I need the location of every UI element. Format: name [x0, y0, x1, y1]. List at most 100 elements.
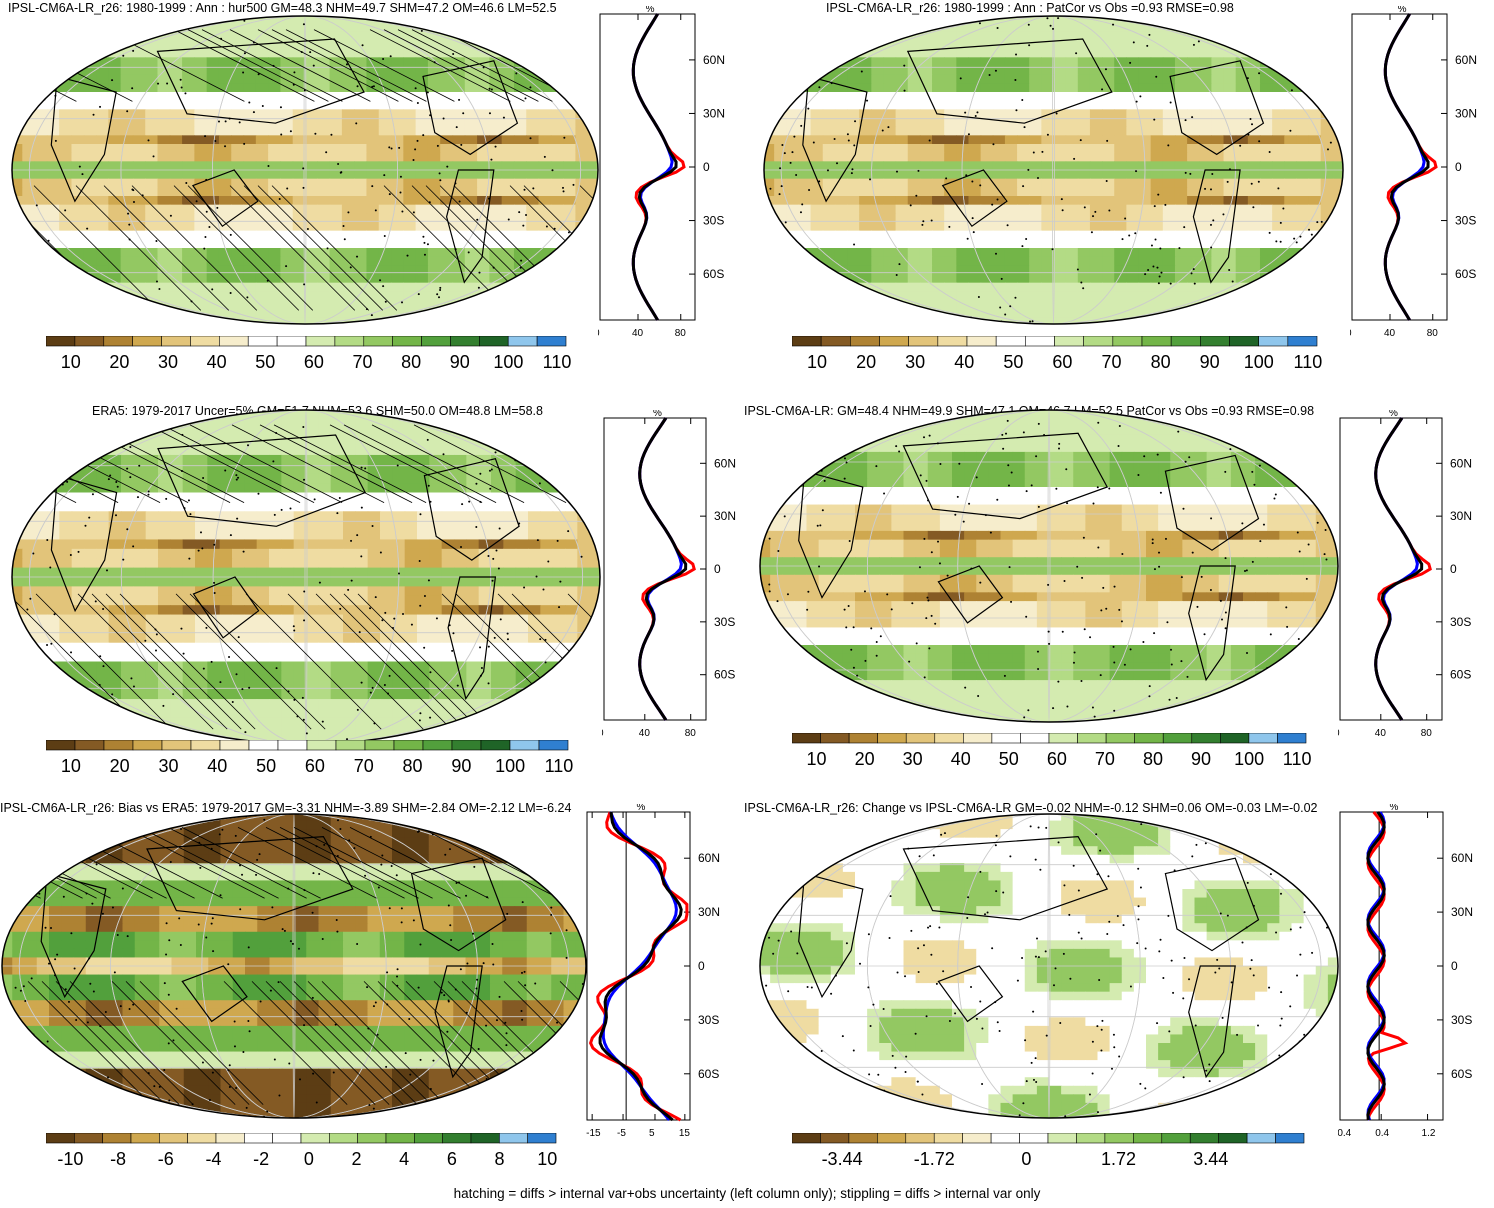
stipple-dot — [1025, 238, 1028, 241]
map-cell — [501, 291, 515, 301]
map-cell — [1138, 196, 1152, 206]
map-cell — [121, 417, 134, 428]
map-cell — [477, 178, 490, 188]
map-cell — [822, 230, 836, 240]
map-cell — [847, 74, 860, 84]
map-cell — [427, 92, 441, 102]
map-cell — [232, 464, 245, 475]
map-cell — [980, 152, 994, 162]
map-cell — [157, 317, 171, 324]
map-cell — [380, 436, 393, 447]
map-cell — [1150, 83, 1164, 93]
map-cell — [883, 22, 897, 32]
map-cell — [1211, 239, 1225, 249]
map-cell — [919, 144, 933, 154]
map-cell — [895, 170, 909, 180]
stipple-dot — [293, 71, 296, 74]
map-cell — [1102, 213, 1115, 223]
map-cell — [182, 282, 195, 292]
map-cell — [341, 31, 355, 41]
map-cell — [1296, 74, 1310, 84]
map-cell — [944, 16, 957, 24]
map-cell — [1174, 265, 1188, 275]
map-cell — [822, 256, 836, 266]
map-cell — [478, 410, 492, 418]
map-cell — [538, 22, 552, 32]
map-cell — [834, 178, 848, 188]
map-cell — [501, 239, 515, 249]
map-cell — [440, 265, 454, 275]
map-cell — [538, 282, 552, 292]
map-cell — [427, 109, 441, 119]
map-cell — [34, 520, 48, 531]
map-cell — [218, 300, 232, 310]
map-cell — [540, 410, 554, 418]
map-cell — [956, 83, 970, 93]
stipple-dot — [155, 280, 158, 283]
map-cell — [22, 410, 36, 418]
stipple-dot — [477, 286, 480, 289]
map-cell — [132, 300, 146, 310]
hatch-line — [75, 185, 202, 311]
map-cell — [1041, 16, 1055, 24]
map-cell — [341, 118, 355, 128]
map-cell — [59, 539, 73, 550]
map-cell — [491, 464, 504, 475]
map-cell — [764, 57, 775, 67]
map-cell — [84, 473, 97, 484]
map-cell — [132, 118, 146, 128]
map-cell — [59, 161, 73, 171]
map-cell — [341, 170, 355, 180]
map-cell — [919, 265, 933, 275]
map-cell — [565, 483, 578, 494]
colorbar-label: 80 — [401, 352, 421, 372]
map-cell — [907, 83, 921, 93]
stipple-dot — [81, 173, 84, 176]
map-cell — [366, 57, 380, 67]
map-cell — [380, 417, 393, 428]
map-cell — [1114, 265, 1127, 275]
map-cell — [810, 282, 824, 292]
stipple-dot — [306, 227, 309, 230]
map-cell — [944, 57, 957, 67]
map-cell — [907, 222, 921, 232]
map-cell — [956, 291, 970, 301]
map-border — [763, 15, 1344, 325]
map-cell — [822, 22, 836, 32]
map-cell — [956, 118, 970, 128]
map-cell — [1296, 135, 1310, 145]
map-cell — [34, 539, 48, 550]
map-cell — [1102, 118, 1115, 128]
map-cell — [919, 31, 933, 41]
map-cell — [466, 548, 480, 559]
map-cell — [231, 144, 245, 154]
map-cell — [170, 473, 184, 484]
map-cell — [219, 558, 233, 569]
map-cell — [859, 16, 872, 24]
map-cell — [182, 274, 195, 284]
map-cell — [280, 22, 294, 32]
map-cell — [83, 282, 97, 292]
map-cell — [305, 230, 318, 240]
map-cell — [1150, 118, 1164, 128]
map-cell — [834, 22, 848, 32]
map-cell — [1284, 204, 1298, 214]
stipple-dot — [515, 72, 518, 75]
map-cell — [22, 501, 36, 512]
map-cell — [157, 230, 171, 240]
map-cell — [415, 152, 429, 162]
map-cell — [575, 161, 589, 171]
map-cell — [22, 100, 36, 110]
map-cell — [968, 265, 982, 275]
map-cell — [1296, 239, 1310, 249]
map-cell — [834, 144, 848, 154]
stipple-dot — [987, 16, 990, 19]
map-cell — [157, 16, 171, 24]
stipple-dot — [1311, 242, 1314, 245]
map-cell — [1077, 31, 1091, 41]
map-cell — [280, 109, 294, 119]
map-cell — [859, 256, 872, 266]
map-cell — [306, 520, 319, 531]
map-cell — [822, 40, 836, 50]
map-cell — [1162, 74, 1176, 84]
